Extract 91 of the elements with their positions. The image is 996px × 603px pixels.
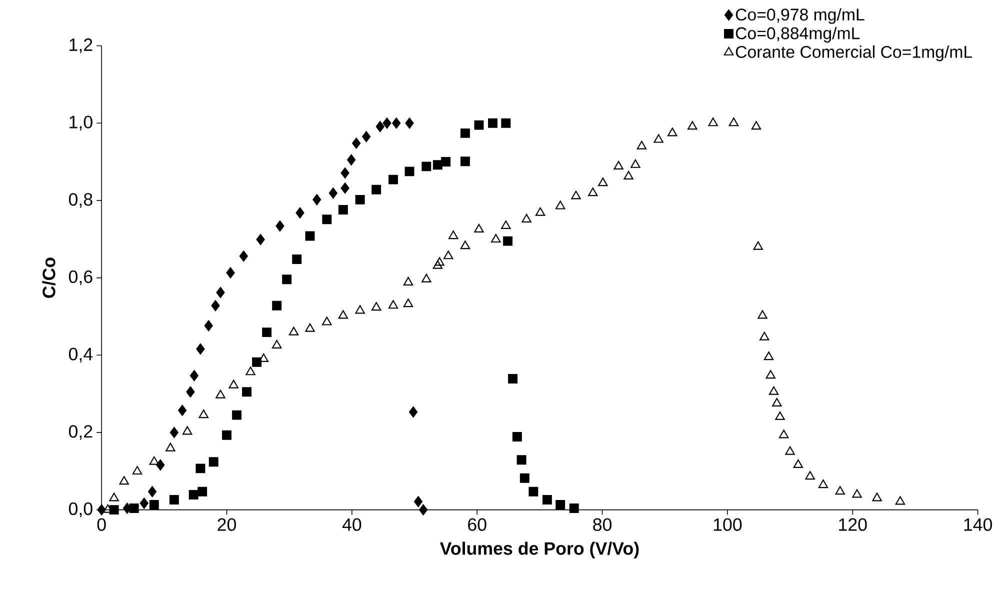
point [198, 486, 208, 496]
point [372, 184, 382, 194]
point [338, 204, 348, 214]
point [262, 327, 272, 337]
point [556, 500, 566, 510]
point [508, 374, 518, 384]
point [404, 166, 414, 176]
point [305, 231, 315, 241]
point [211, 300, 220, 311]
point [204, 320, 213, 332]
point [148, 486, 157, 497]
point [569, 503, 579, 513]
point [208, 456, 218, 466]
y-tick-label: 0,0 [68, 502, 92, 517]
x-tick-label: 120 [839, 518, 867, 531]
point [414, 496, 423, 508]
point [239, 250, 248, 262]
point [232, 410, 242, 420]
point [516, 454, 526, 464]
point [520, 473, 530, 483]
y-tick-label: 0,8 [68, 192, 92, 208]
point [405, 117, 414, 128]
x-tick-label: 20 [218, 518, 236, 531]
point [170, 426, 178, 438]
point [188, 490, 198, 500]
x-tick-label: 40 [342, 518, 362, 531]
x-tick-label: 100 [714, 518, 742, 531]
point [340, 167, 350, 178]
y-tick-label: 1,0 [70, 116, 92, 130]
legend-label: Co=0,884mg/mL [736, 26, 860, 42]
point [109, 504, 119, 514]
point [418, 504, 428, 516]
point [328, 187, 338, 198]
point [408, 406, 418, 418]
point [190, 370, 198, 381]
point [312, 194, 322, 206]
point [272, 300, 282, 310]
point [441, 156, 451, 166]
point [347, 154, 356, 166]
x-tick-label: 80 [593, 518, 612, 531]
x-axis-title: Volumes de Poro (V/Vo) [440, 542, 639, 558]
point [169, 494, 179, 504]
point [355, 194, 365, 204]
legend-label: Co=0,978 mg/mL [736, 8, 864, 24]
point [512, 432, 522, 442]
point [322, 214, 332, 224]
y-axis-title: C/Co [42, 257, 56, 298]
y-tick-label: 0,4 [68, 348, 93, 362]
point [282, 274, 292, 284]
x-tick-label: 60 [468, 518, 486, 531]
point [226, 267, 235, 278]
point [542, 494, 552, 504]
point [252, 357, 262, 367]
point [140, 498, 148, 509]
point [432, 160, 442, 170]
point [376, 120, 384, 132]
point [382, 117, 392, 128]
point [242, 386, 252, 396]
point [501, 118, 511, 128]
point [392, 117, 401, 128]
point [276, 220, 284, 232]
x-tick-label: 0 [97, 518, 106, 531]
x-tick-label: 140 [964, 518, 992, 531]
point [196, 464, 206, 473]
point [352, 138, 361, 149]
point [460, 156, 470, 166]
point [340, 182, 350, 194]
point [362, 130, 371, 142]
y-tick-label: 0,6 [68, 270, 92, 285]
point [292, 254, 302, 264]
point [196, 343, 205, 354]
point [178, 404, 187, 416]
y-tick-label: 0,2 [68, 424, 92, 440]
point [488, 118, 498, 128]
y-tick-label: 1,2 [70, 38, 92, 53]
legend-label: Corante Comercial Co=1mg/mL [736, 45, 972, 62]
point [388, 174, 398, 184]
point [222, 430, 232, 440]
point [296, 207, 304, 218]
point [156, 459, 165, 470]
point [460, 128, 470, 138]
point [256, 234, 265, 245]
point [97, 504, 106, 516]
point [528, 486, 538, 496]
point [129, 503, 139, 513]
point [149, 500, 159, 510]
point [186, 386, 195, 398]
point [216, 286, 225, 298]
point [422, 162, 432, 171]
point [474, 120, 484, 130]
point [503, 236, 512, 246]
